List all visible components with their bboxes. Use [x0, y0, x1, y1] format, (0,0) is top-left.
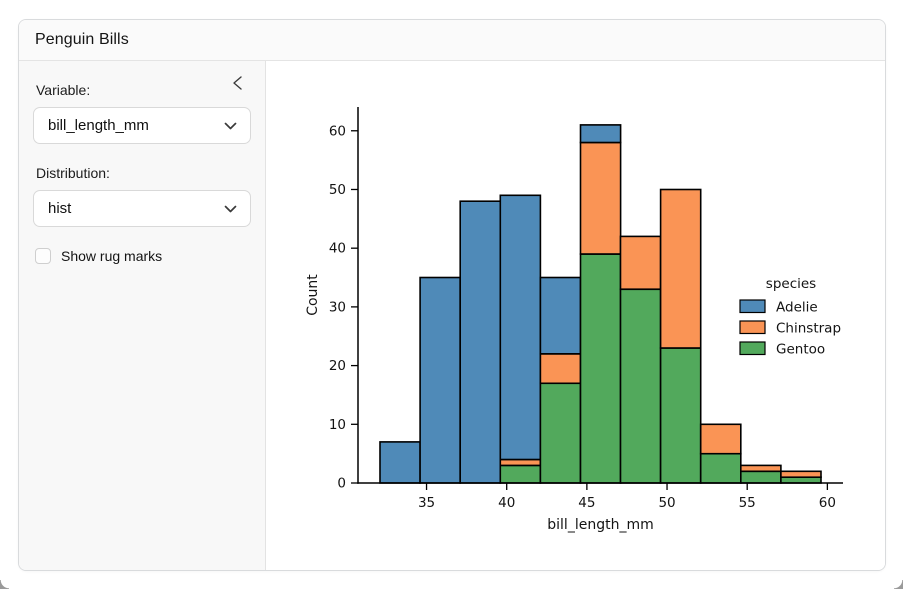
- chevron-left-icon: [232, 76, 242, 90]
- histogram-bar-segment-adelie: [379, 441, 421, 484]
- y-axis-title: Count: [305, 274, 321, 316]
- legend-swatch-chinstrap: [739, 320, 766, 335]
- histogram-bar-segment-adelie: [419, 276, 462, 484]
- window-corner-artifact: [894, 580, 903, 589]
- y-tick-label: 0: [337, 476, 346, 492]
- histogram-plot: 35 40 45 50 55 60 0 10 20 30 40 50 60 bill_length_mm C…: [305, 107, 843, 533]
- histogram-bar-segment-chinstrap: [499, 458, 542, 467]
- x-tick-label: 50: [658, 495, 675, 511]
- x-tick-label: 60: [819, 495, 836, 511]
- window-corner-artifact: [0, 580, 9, 589]
- histogram-bar-segment-chinstrap: [619, 235, 662, 290]
- histogram-bar-segment-gentoo: [699, 452, 742, 484]
- distribution-select-value: hist: [48, 200, 72, 217]
- page-title: Penguin Bills: [35, 31, 129, 48]
- sidebar-collapse-button[interactable]: [226, 72, 248, 94]
- histogram-bar-segment-adelie: [579, 124, 622, 144]
- x-tick-label: 35: [418, 495, 435, 511]
- variable-select-value: bill_length_mm: [48, 117, 149, 134]
- chevron-down-icon: [224, 122, 237, 129]
- y-tick-label: 60: [329, 123, 346, 139]
- histogram-bar-segment-gentoo: [659, 347, 702, 484]
- legend-swatch-gentoo: [739, 341, 766, 356]
- histogram-bar-segment-gentoo: [579, 253, 622, 484]
- histogram-bar-segment-adelie: [499, 194, 542, 461]
- y-tick-label: 10: [329, 417, 346, 433]
- histogram-bar-segment-gentoo: [619, 288, 662, 484]
- app-header: Penguin Bills: [19, 20, 885, 61]
- legend-label-chinstrap: Chinstrap: [776, 321, 841, 337]
- legend-label-adelie: Adelie: [776, 300, 818, 316]
- legend-swatch-adelie: [739, 299, 766, 314]
- x-tick-label: 55: [739, 495, 756, 511]
- distribution-label: Distribution:: [36, 165, 110, 181]
- x-tick-label: 45: [578, 495, 595, 511]
- histogram-bar-segment-chinstrap: [659, 188, 702, 349]
- sidebar: Variable: bill_length_mm Distribution: h…: [19, 61, 266, 570]
- main-panel: 35 40 45 50 55 60 0 10 20 30 40 50 60 bill_length_mm C…: [266, 61, 885, 570]
- histogram-bar-segment-chinstrap: [699, 423, 742, 455]
- show-rug-marks-row: Show rug marks: [35, 248, 251, 264]
- y-tick-label: 20: [329, 358, 346, 374]
- y-tick-label: 30: [329, 299, 346, 315]
- legend-label-gentoo: Gentoo: [776, 342, 825, 358]
- y-tick-label: 50: [329, 182, 346, 198]
- histogram-bar-segment-gentoo: [499, 464, 542, 484]
- variable-select[interactable]: bill_length_mm: [33, 107, 251, 144]
- app-body: Variable: bill_length_mm Distribution: h…: [19, 61, 885, 570]
- histogram-bar-segment-chinstrap: [579, 141, 622, 255]
- x-tick-label: 40: [498, 495, 515, 511]
- histogram-bar-segment-chinstrap: [780, 470, 822, 478]
- show-rug-marks-checkbox[interactable]: [35, 248, 51, 264]
- y-tick-label: 40: [329, 241, 346, 257]
- app-card: Penguin Bills Variable: bill_length_mm D…: [18, 19, 886, 571]
- histogram-bar-segment-chinstrap: [539, 353, 582, 385]
- histogram-bar-segment-adelie: [459, 200, 502, 484]
- histogram-bar-segment-gentoo: [739, 470, 782, 484]
- variable-label: Variable:: [36, 82, 91, 98]
- distribution-select[interactable]: hist: [33, 190, 251, 227]
- histogram-bar-segment-chinstrap: [739, 464, 782, 473]
- legend-title: species: [766, 276, 816, 292]
- histogram-bar-segment-adelie: [539, 276, 582, 355]
- show-rug-marks-label: Show rug marks: [61, 248, 163, 264]
- histogram-bar-segment-gentoo: [539, 382, 582, 484]
- x-axis-title: bill_length_mm: [547, 517, 653, 533]
- chevron-down-icon: [224, 205, 237, 212]
